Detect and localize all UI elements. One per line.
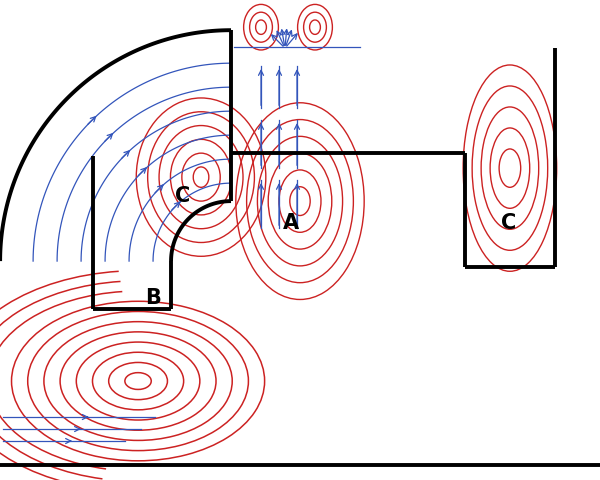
Text: C: C <box>501 213 517 233</box>
Text: A: A <box>283 213 299 233</box>
Text: B: B <box>145 288 161 307</box>
Text: C: C <box>175 186 191 206</box>
